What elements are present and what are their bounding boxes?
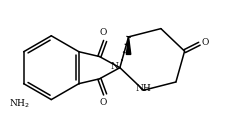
Polygon shape <box>126 37 131 54</box>
Text: N: N <box>111 62 118 71</box>
Text: O: O <box>100 28 107 37</box>
Text: NH$_2$: NH$_2$ <box>9 98 30 111</box>
Text: NH: NH <box>136 84 151 93</box>
Text: O: O <box>201 38 208 47</box>
Text: O: O <box>100 98 107 107</box>
